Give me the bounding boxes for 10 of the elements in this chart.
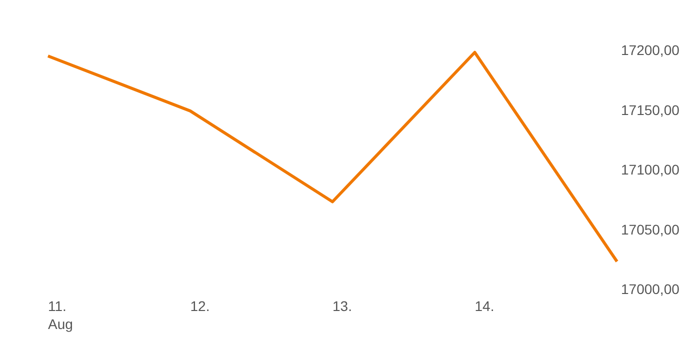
- y-tick-label: 17100,00: [621, 162, 680, 178]
- x-tick-label: 12.: [190, 298, 210, 314]
- y-tick-label: 17000,00: [621, 281, 680, 297]
- x-tick-label: 14.: [474, 298, 494, 314]
- x-tick-label: 13.: [332, 298, 352, 314]
- y-tick-label: 17150,00: [621, 102, 680, 118]
- line-series: [46, 50, 618, 264]
- y-tick-label: 17200,00: [621, 42, 680, 58]
- x-tick-label: 11. Aug: [48, 298, 73, 332]
- y-tick-label: 17050,00: [621, 221, 680, 238]
